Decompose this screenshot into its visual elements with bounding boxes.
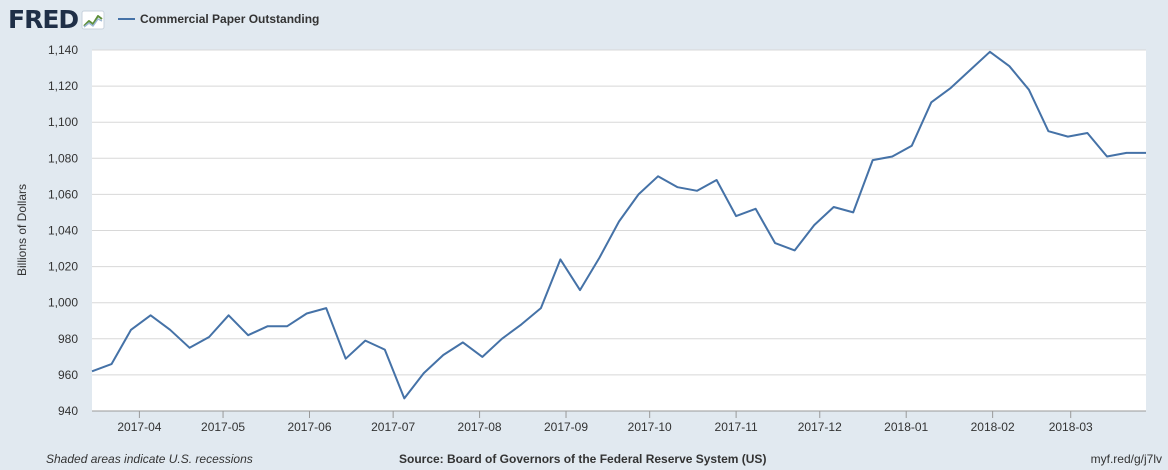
data-point[interactable] xyxy=(188,346,192,350)
y-tick-label: 980 xyxy=(58,332,78,346)
x-tick-label: 2017-09 xyxy=(544,420,588,434)
y-tick-label: 1,020 xyxy=(48,260,78,274)
x-axis-ticks xyxy=(92,410,1146,418)
x-tick-label: 2017-11 xyxy=(715,420,758,434)
data-point[interactable] xyxy=(1124,151,1128,155)
data-point[interactable] xyxy=(832,205,836,209)
series-group xyxy=(90,50,1148,400)
data-point[interactable] xyxy=(1007,64,1011,68)
data-point[interactable] xyxy=(1144,151,1148,155)
data-point[interactable] xyxy=(988,50,992,54)
data-point[interactable] xyxy=(617,219,621,223)
data-point[interactable] xyxy=(149,313,153,317)
chart-legend: Commercial Paper Outstanding xyxy=(118,12,319,26)
data-point[interactable] xyxy=(519,322,523,326)
y-tick-label: 1,060 xyxy=(48,187,78,201)
data-point[interactable] xyxy=(1066,135,1070,139)
data-point[interactable] xyxy=(773,241,777,245)
data-point[interactable] xyxy=(1046,129,1050,133)
short-url-link[interactable]: myf.red/g/j7lv xyxy=(1090,452,1162,466)
data-point[interactable] xyxy=(812,223,816,227)
data-point[interactable] xyxy=(558,257,562,261)
y-tick-label: 1,000 xyxy=(48,296,78,310)
data-point[interactable] xyxy=(422,371,426,375)
chart-header: FRED Commercial Paper Outstanding xyxy=(0,0,1168,40)
data-point[interactable] xyxy=(793,248,797,252)
data-point[interactable] xyxy=(480,355,484,359)
data-point[interactable] xyxy=(597,256,601,260)
data-point[interactable] xyxy=(90,369,94,373)
x-tick-label: 2017-10 xyxy=(628,420,672,434)
y-axis-tick-labels: 940 960 980 1,000 1,020 1,040 1,060 1,080 1,100 1… xyxy=(48,43,78,418)
data-point[interactable] xyxy=(441,353,445,357)
data-point[interactable] xyxy=(890,154,894,158)
data-point[interactable] xyxy=(285,324,289,328)
x-tick-label: 2018-03 xyxy=(1049,420,1093,434)
data-point[interactable] xyxy=(1027,88,1031,92)
data-point[interactable] xyxy=(871,158,875,162)
data-point[interactable] xyxy=(129,328,133,332)
data-point[interactable] xyxy=(383,348,387,352)
x-tick-label: 2017-06 xyxy=(287,420,331,434)
data-point[interactable] xyxy=(910,144,914,148)
data-point[interactable] xyxy=(949,86,953,90)
data-point[interactable] xyxy=(578,288,582,292)
x-tick-label: 2017-08 xyxy=(458,420,502,434)
data-point[interactable] xyxy=(656,174,660,178)
y-axis-title: Billions of Dollars xyxy=(15,184,29,276)
fred-logo-text: FRED xyxy=(8,5,79,34)
series-line[interactable] xyxy=(91,50,1146,400)
data-point[interactable] xyxy=(500,337,504,341)
recession-note: Shaded areas indicate U.S. recessions xyxy=(46,452,253,466)
data-point[interactable] xyxy=(734,214,738,218)
x-tick-label: 2017-04 xyxy=(117,420,161,434)
y-tick-label: 940 xyxy=(58,404,78,418)
line-chart: 940 960 980 1,000 1,020 1,040 1,060 1,080 1,100 1… xyxy=(15,43,1148,434)
data-point[interactable] xyxy=(754,207,758,211)
y-tick-label: 1,140 xyxy=(48,43,78,57)
x-tick-label: 2017-12 xyxy=(798,420,842,434)
data-point[interactable] xyxy=(324,306,328,310)
data-point[interactable] xyxy=(363,339,367,343)
data-point[interactable] xyxy=(715,178,719,182)
x-tick-label: 2017-07 xyxy=(371,420,415,434)
data-point[interactable] xyxy=(695,189,699,193)
data-point[interactable] xyxy=(539,306,543,310)
data-point[interactable] xyxy=(851,210,855,214)
data-point[interactable] xyxy=(207,335,211,339)
x-axis-tick-labels: 2017-04 2017-05 2017-06 2017-07 2017-08 2017-… xyxy=(117,420,1093,434)
data-point[interactable] xyxy=(344,357,348,361)
y-tick-label: 1,100 xyxy=(48,115,78,129)
legend-line-swatch xyxy=(118,18,135,20)
fred-logo[interactable]: FRED xyxy=(8,6,105,34)
data-point[interactable] xyxy=(246,333,250,337)
x-tick-label: 2018-01 xyxy=(884,420,928,434)
data-point[interactable] xyxy=(402,396,406,400)
y-tick-label: 960 xyxy=(58,368,78,382)
source-note: Source: Board of Governors of the Federa… xyxy=(399,452,767,466)
y-tick-label: 1,120 xyxy=(48,79,78,93)
x-tick-label: 2018-02 xyxy=(971,420,1015,434)
legend-series-label: Commercial Paper Outstanding xyxy=(140,12,320,26)
x-tick-label: 2017-05 xyxy=(201,420,245,434)
data-point[interactable] xyxy=(929,100,933,104)
chart-trend-icon xyxy=(81,10,105,30)
data-point[interactable] xyxy=(676,185,680,189)
y-tick-label: 1,040 xyxy=(48,224,78,238)
data-point[interactable] xyxy=(968,68,972,72)
data-point[interactable] xyxy=(227,313,231,317)
data-point[interactable] xyxy=(637,192,641,196)
data-point[interactable] xyxy=(168,328,172,332)
data-point[interactable] xyxy=(110,362,114,366)
data-point[interactable] xyxy=(1105,154,1109,158)
data-point[interactable] xyxy=(1085,131,1089,135)
data-point[interactable] xyxy=(461,340,465,344)
y-tick-label: 1,080 xyxy=(48,151,78,165)
data-point[interactable] xyxy=(305,312,309,316)
data-point[interactable] xyxy=(266,324,270,328)
